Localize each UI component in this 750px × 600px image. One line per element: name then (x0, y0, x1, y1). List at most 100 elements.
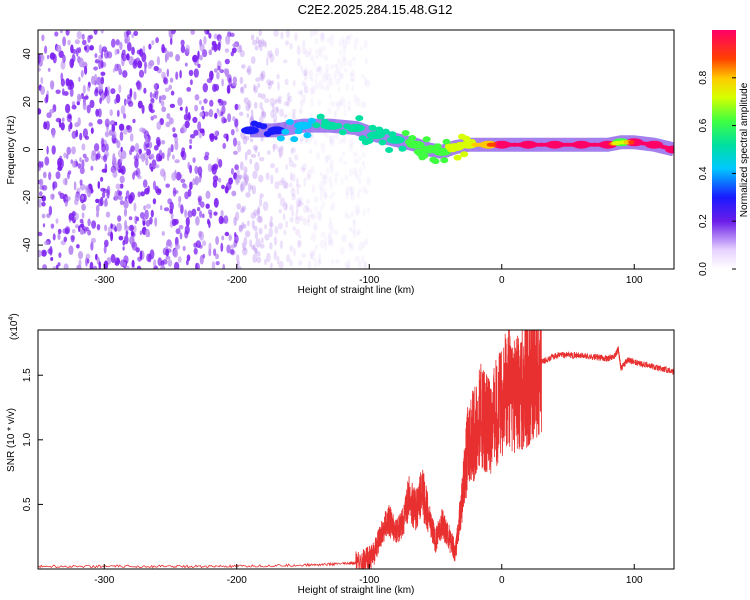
spectrogram-noise-blob (179, 69, 182, 79)
spectrogram-noise-blob (314, 78, 318, 86)
spectrogram-noise-blob (338, 138, 344, 144)
spectrogram-noise-blob (333, 111, 337, 121)
spectrogram-noise-blob (251, 245, 255, 250)
spectrogram-noise-blob (325, 133, 330, 139)
spectrogram-noise-blob (352, 56, 356, 62)
spectrogram-noise-blob (254, 45, 259, 51)
spectrogram-noise-blob (60, 122, 65, 131)
spectrogram-noise-blob (314, 206, 318, 212)
spectrogram-noise-blob (276, 73, 280, 80)
spectrogram-noise-blob (274, 47, 279, 57)
spectrogram-noise-blob (296, 45, 301, 56)
spectrogram-noise-blob (106, 189, 110, 199)
spectrogram-noise-blob (366, 207, 370, 214)
spectrogram-noise-blob (175, 171, 182, 181)
spectrogram-noise-blob (128, 216, 133, 221)
spectrogram-noise-blob (269, 220, 273, 228)
spectrogram-noise-blob (343, 233, 347, 243)
spectrogram-noise-blob (155, 136, 161, 146)
spectrogram-noise-blob (195, 262, 198, 269)
spectrogram-noise-blob (76, 264, 82, 269)
spectrogram-noise-blob (104, 131, 110, 138)
spectrogram-noise-blob (250, 34, 255, 41)
spectrogram-noise-blob (165, 121, 171, 128)
spectrogram-noise-blob (230, 168, 234, 175)
spectrogram-noise-blob (82, 101, 87, 111)
spectrogram-noise-blob (38, 166, 41, 172)
spectrogram-noise-blob (329, 135, 335, 144)
spectrogram-noise-blob (81, 195, 85, 200)
spectrogram-noise-blob (318, 64, 323, 70)
spectrogram-noise-blob (331, 201, 336, 211)
snr-panel: -300 -200 -100 0 100 0.5 1.0 1.5 Height of str… (6, 313, 675, 596)
spectrogram-noise-blob (277, 81, 280, 91)
spectrogram-noise-blob (343, 104, 347, 110)
spectrogram-noise-blob (128, 224, 135, 232)
spectrogram-noise-blob (272, 143, 276, 153)
spectrogram-noise-blob (90, 152, 97, 162)
spectrogram-noise-blob (212, 175, 219, 182)
spectrogram-noise-blob (266, 252, 271, 263)
spectrogram-noise-blob (137, 175, 142, 180)
spectrogram-noise-blob (161, 231, 165, 236)
spectrogram-noise-blob (74, 198, 79, 206)
spectrogram-noise-blob (58, 252, 62, 258)
spectrogram-noise-blob (173, 248, 179, 258)
spectrogram-noise-blob (329, 135, 332, 143)
spectrogram-noise-blob (271, 80, 274, 85)
spectrogram-noise-blob (41, 201, 46, 207)
spectrogram-noise-blob (350, 211, 355, 217)
spectrogram-noise-blob (138, 148, 142, 155)
spectrogram-noise-blob (277, 146, 281, 153)
spectrogram-noise-blob (161, 140, 166, 145)
spectrogram-noise-blob (257, 151, 260, 158)
spectrogram-noise-blob (68, 212, 75, 221)
spectrogram-noise-blob (76, 30, 82, 40)
spectrogram-noise-blob (217, 41, 221, 51)
spectrogram-noise-blob (76, 47, 79, 57)
spectrogram-noise-blob (170, 30, 176, 35)
figure-title: C2E2.2025.284.15.48.G12 (298, 2, 453, 17)
spectrogram-noise-blob (206, 30, 210, 35)
spectrogram-noise-blob (309, 112, 313, 119)
spectrogram-noise-blob (80, 69, 84, 78)
spectrogram-noise-blob (278, 180, 284, 186)
spectrogram-noise-blob (264, 98, 270, 103)
spectrogram-ridge-point (294, 128, 303, 135)
spectrogram-noise-blob (304, 88, 308, 94)
spectrogram-noise-blob (201, 106, 205, 111)
spectrogram-noise-blob (101, 168, 108, 173)
snr-y-ticks: 0.5 1.0 1.5 (22, 368, 43, 511)
spectrogram-noise-blob (335, 100, 341, 108)
spectrogram-ridge-point (307, 117, 316, 124)
spectrogram-noise-blob (38, 249, 42, 258)
spectrogram-noise-blob (317, 80, 323, 90)
spectrogram-noise-blob (214, 112, 218, 119)
spectrogram-noise-blob (238, 224, 244, 232)
spectrogram-noise-blob (213, 211, 218, 216)
spectrogram-noise-blob (84, 65, 88, 75)
spectrogram-noise-blob (240, 86, 245, 94)
spectrogram-noise-blob (74, 224, 80, 229)
spectrogram-noise-blob (202, 253, 206, 259)
spectrogram-noise-blob (279, 197, 286, 207)
spectrogram-noise-blob (182, 184, 188, 189)
spectrogram-noise-blob (180, 178, 186, 184)
spectrogram-noise-blob (358, 242, 363, 252)
spectrogram-noise-blob (314, 246, 317, 253)
spectrogram-noise-blob (259, 102, 263, 110)
spectrogram-noise-blob (348, 226, 352, 232)
spectrogram-noise-blob (272, 103, 275, 113)
spectrogram-noise-blob (82, 84, 86, 94)
spectrogram-noise-blob (269, 242, 273, 250)
spectrogram-noise-blob (149, 162, 152, 170)
spectrogram-noise-blob (100, 176, 104, 182)
snr-x-ticks: -300 -200 -100 0 100 (94, 564, 643, 586)
spectrogram-noise-blob (106, 94, 111, 104)
spectrogram-noise-blob (269, 53, 275, 63)
spectrogram-noise-blob (309, 30, 313, 39)
spectrogram-noise-blob (60, 60, 66, 70)
spectrogram-noise-blob (233, 150, 238, 155)
spectrogram-noise-blob (267, 50, 271, 58)
spectrogram-noise-blob (289, 259, 293, 267)
